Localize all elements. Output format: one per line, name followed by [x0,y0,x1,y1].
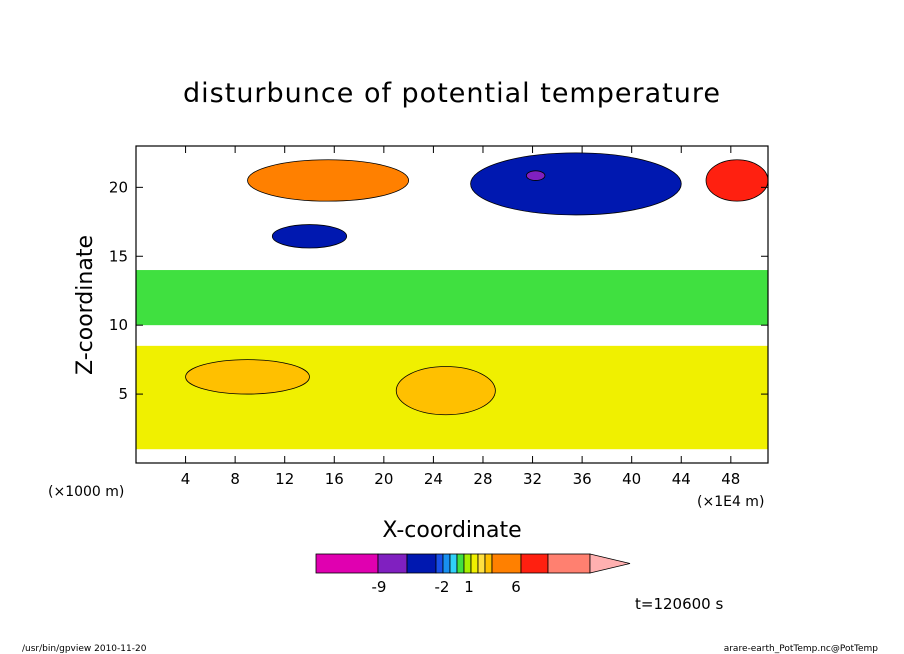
y-tick-label: 15 [109,247,128,265]
colorbar-swatch [315,553,379,574]
y-tick-label: 5 [118,385,128,403]
colorbar-swatch [484,553,493,574]
colorbar-tick-label: 6 [511,578,521,596]
colorbar-swatch [449,553,458,574]
x-tick-label: 8 [230,470,240,488]
x-tick-label: 44 [672,470,691,488]
colorbar-tick-labels: -9 -2 1 6 [372,578,521,596]
x-tick-label: 20 [374,470,393,488]
colorbar-extension [589,553,631,574]
x-axis-ticks: 4 8 12 16 20 24 28 32 36 40 44 48 [181,146,740,488]
x-tick-label: 24 [424,470,443,488]
x-tick-label: 4 [181,470,191,488]
x-tick-label: 12 [275,470,294,488]
colorbar-tick-label: -9 [372,578,387,596]
colorbar-swatch [463,553,472,574]
x-tick-label: 40 [622,470,641,488]
colorbar-swatch [406,553,437,574]
colorbar-swatch [520,553,549,574]
colorbar-swatch [456,553,465,574]
x-tick-label: 28 [473,470,492,488]
plot-frame [135,145,769,464]
colorbar-swatch [377,553,408,574]
x-axis-label: X-coordinate [382,518,521,543]
y-tick-label: 20 [109,178,128,196]
footer-left: /usr/bin/gpview 2010-11-20 [22,644,147,654]
colorbar-tick-label: -2 [435,578,450,596]
y-tick-label: 10 [109,316,128,334]
region-positive-3 [185,359,310,395]
colorbar-swatch [435,553,444,574]
region-positive-max-7 [705,159,768,202]
region-negative-strong-6 [271,224,348,249]
region-positive-2 [247,159,410,202]
heatmap-field [136,146,768,463]
colorbar-tick-label: 1 [464,578,474,596]
chart-title: disturbunce of potential temperature [183,78,721,109]
x-tick-label: 36 [573,470,592,488]
colorbar-swatch [547,553,591,574]
region-near-zero-negative-1 [136,270,768,326]
x-tick-label: 16 [325,470,344,488]
x-unit-right: (×1E4 m) [697,494,764,510]
x-tick-label: 32 [523,470,542,488]
region-negative-min-8 [525,170,546,181]
colorbar-swatch [491,553,522,574]
colorbar [315,553,631,574]
x-unit-left: (×1000 m) [48,484,124,500]
region-positive-4 [395,366,496,416]
x-tick-label: 48 [721,470,740,488]
footer-right: arare-earth_PotTemp.nc@PotTemp [724,644,879,654]
colorbar-swatch [442,553,451,574]
region-negative-strong-5 [470,152,682,216]
y-axis-ticks: 5 10 15 20 [109,178,768,403]
y-axis-label: Z-coordinate [73,235,98,375]
colorbar-swatch [477,553,486,574]
time-label: t=120600 s [635,595,723,613]
colorbar-swatch [470,553,479,574]
